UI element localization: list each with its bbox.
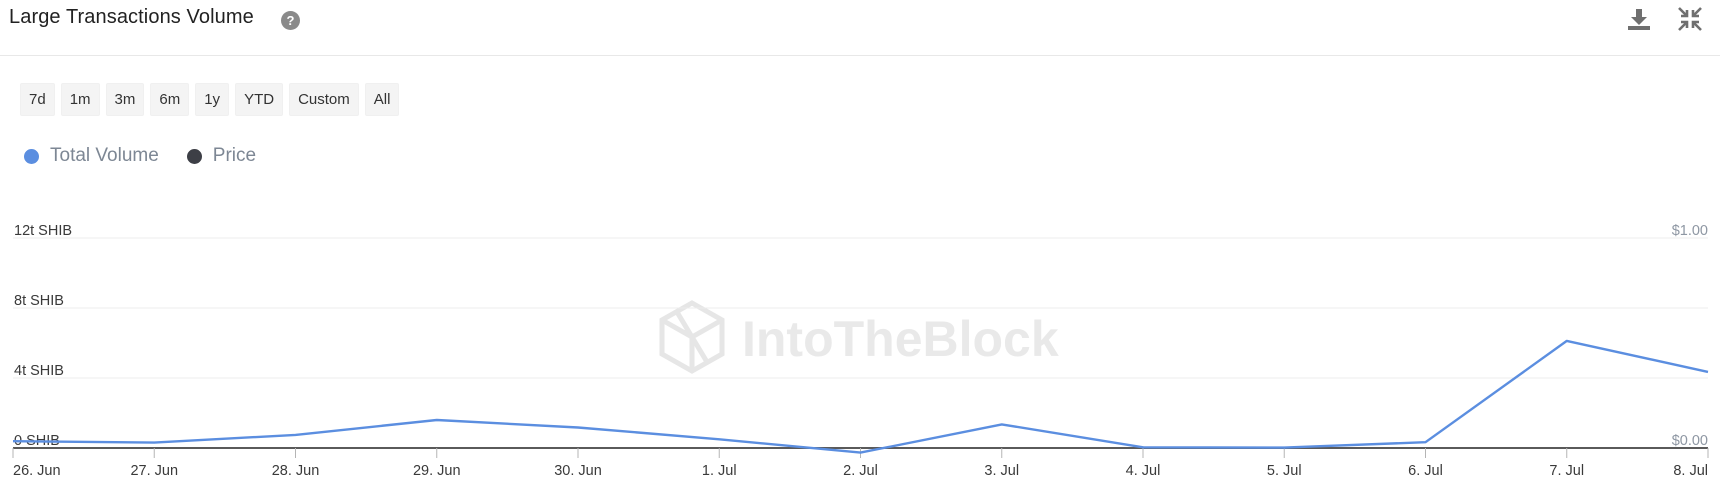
y-tick-label: 4t SHIB — [14, 363, 64, 379]
y-axis-right: $0.00 $1.00 — [1672, 223, 1708, 449]
x-tick-label: 8. Jul — [1673, 463, 1708, 479]
question-circle-icon[interactable]: ? — [281, 11, 300, 30]
legend-label-total-volume: Total Volume — [50, 145, 159, 166]
chart-legend: Total Volume Price — [24, 145, 284, 167]
x-tick-label: 3. Jul — [984, 463, 1019, 479]
chart-header: Large Transactions Volume ? — [0, 0, 1720, 56]
watermark-logo: IntoTheBlock — [659, 300, 1059, 374]
x-tick-label: 4. Jul — [1126, 463, 1161, 479]
legend-item-total-volume[interactable]: Total Volume — [24, 145, 159, 167]
legend-marker-price — [186, 148, 202, 164]
x-tick-label: 28. Jun — [272, 463, 320, 479]
y-tick-label: 12t SHIB — [14, 223, 72, 239]
x-tick-label: 1. Jul — [702, 463, 737, 479]
download-icon[interactable] — [1626, 6, 1652, 32]
range-1m-button[interactable]: 1m — [60, 83, 100, 116]
chart-title: Large Transactions Volume — [9, 6, 254, 28]
legend-label-price: Price — [212, 145, 257, 166]
x-tick-label: 29. Jun — [413, 463, 461, 479]
legend-marker-total-volume — [24, 148, 39, 164]
collapse-icon[interactable] — [1677, 6, 1703, 32]
legend-item-price[interactable]: Price — [186, 145, 257, 167]
x-tick-label: 2. Jul — [843, 463, 878, 479]
x-tick-label: 5. Jul — [1267, 463, 1302, 479]
range-selector: 7d 1m 3m 6m 1y YTD Custom All — [20, 83, 400, 116]
range-3m-button[interactable]: 3m — [105, 83, 145, 116]
series-total-volume — [12, 339, 1709, 454]
range-1y-button[interactable]: 1y — [195, 83, 230, 116]
x-axis: 26. Jun 27. Jun 28. Jun 29. Jun 30. Jun 1. Ju… — [12, 447, 1709, 479]
y-tick-label: 8t SHIB — [14, 293, 64, 309]
range-ytd-button[interactable]: YTD — [235, 83, 284, 116]
y-right-tick-label: $0.00 — [1672, 433, 1708, 449]
range-custom-button[interactable]: Custom — [289, 83, 359, 116]
range-6m-button[interactable]: 6m — [150, 83, 190, 116]
x-tick-label: 7. Jul — [1549, 463, 1584, 479]
watermark-text: IntoTheBlock — [742, 311, 1059, 367]
x-tick-label: 30. Jun — [554, 463, 602, 479]
x-tick-label: 26. Jun — [13, 463, 61, 479]
x-tick-label: 6. Jul — [1408, 463, 1443, 479]
grid-lines — [13, 237, 1708, 379]
y-right-tick-label: $1.00 — [1672, 223, 1708, 239]
total-volume-line — [12, 339, 1709, 454]
range-7d-button[interactable]: 7d — [20, 83, 55, 116]
x-tick-label: 27. Jun — [130, 463, 178, 479]
range-all-button[interactable]: All — [364, 83, 400, 116]
